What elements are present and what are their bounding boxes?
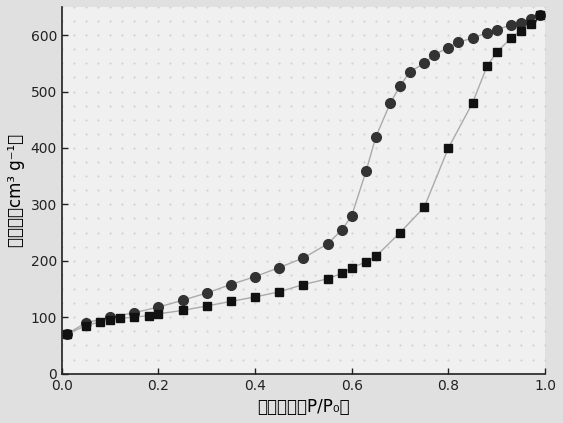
X-axis label: 相对压力（P/P₀）: 相对压力（P/P₀）	[257, 398, 350, 416]
Y-axis label: 孔体积（cm³ g⁻¹）: 孔体积（cm³ g⁻¹）	[7, 134, 25, 247]
